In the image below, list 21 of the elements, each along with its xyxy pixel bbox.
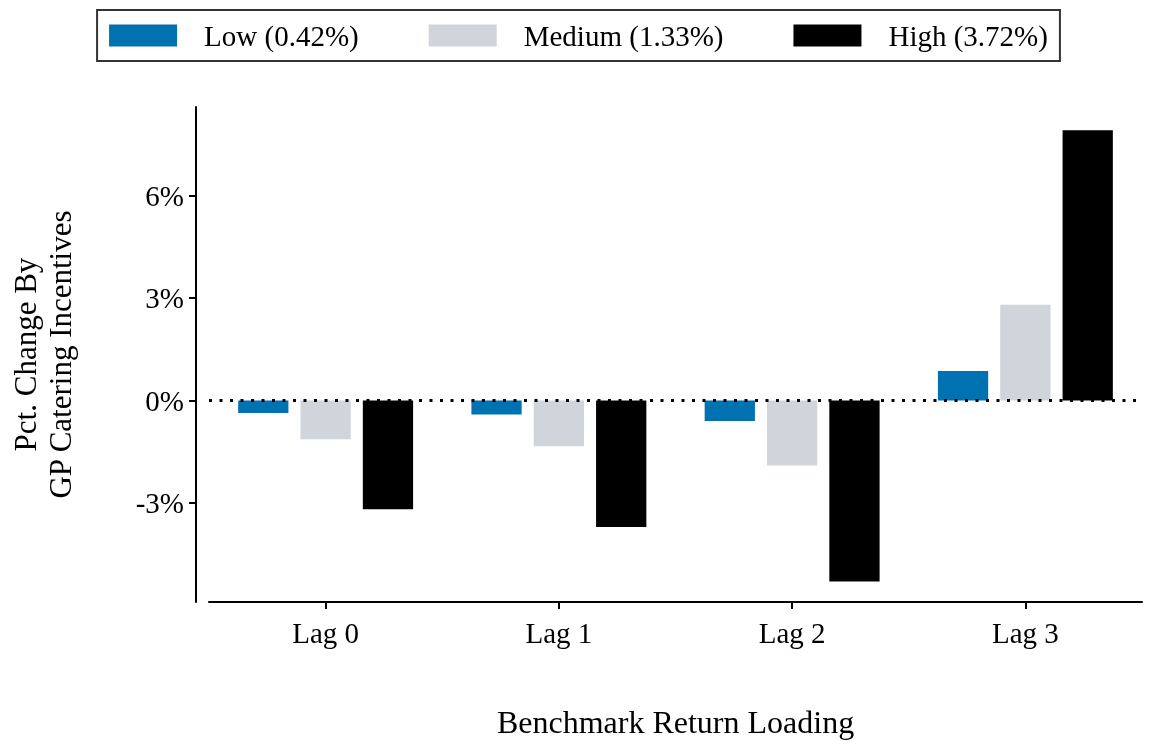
y-axis-title: Pct. Change By GP Catering Incentives [8,210,78,499]
bar [704,400,755,422]
y-tick-label: 0% [145,384,184,417]
bar [766,400,818,466]
y-tick-label: 6% [145,179,184,212]
y-tick-label: 3% [145,282,184,315]
bar [533,400,585,447]
legend-label: Low (0.42%) [204,19,359,53]
bar [238,400,289,413]
legend-label: High (3.72%) [888,19,1048,53]
x-tick-label: Lag 0 [292,616,360,649]
legend-label: Medium (1.33%) [523,19,724,53]
x-tick-label: Lag 3 [991,616,1059,649]
bar [937,370,989,401]
y-tick-label: -3% [135,487,184,519]
bar [471,400,522,415]
bar [1000,304,1051,401]
x-axis-title: Benchmark Return Loading [496,704,855,740]
x-tick-label: Lag 1 [525,616,593,649]
x-tick-label: Lag 2 [758,616,826,649]
bar [300,400,351,440]
